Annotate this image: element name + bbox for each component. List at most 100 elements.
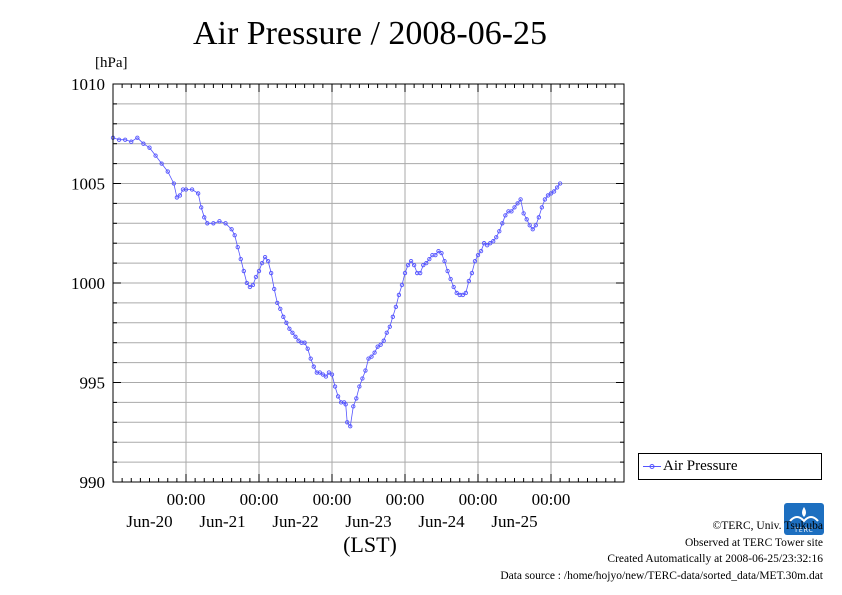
data-point [369, 354, 374, 359]
data-point [238, 256, 243, 262]
legend-marker-icon [643, 464, 661, 469]
data-point [393, 304, 399, 310]
data-point [381, 338, 386, 343]
data-point [436, 249, 441, 254]
data-point [323, 374, 329, 379]
terc-logo: TERC [784, 503, 824, 535]
x-tick-time-label: 00:00 [459, 490, 498, 509]
data-point [494, 235, 499, 240]
data-point [232, 233, 237, 238]
data-point [424, 260, 429, 266]
data-point [363, 368, 368, 373]
data-point [183, 187, 189, 192]
x-axis-label: (LST) [343, 532, 397, 557]
data-point [551, 189, 557, 194]
data-point [174, 195, 180, 200]
data-point [171, 181, 176, 186]
chart-title: Air Pressure / 2008-06-25 [192, 15, 548, 52]
data-point [253, 274, 259, 280]
data-point [475, 252, 481, 258]
data-point [211, 221, 216, 226]
x-tick-time-label: 00:00 [386, 490, 425, 509]
created-text: Created Automatically at 2008-06-25/23:3… [607, 553, 823, 565]
y-tick-label: 1005 [71, 175, 105, 194]
axes [112, 83, 625, 483]
data-point [418, 270, 423, 276]
footer: ©TERC, Univ. Tsukuba Observed at TERC To… [500, 518, 823, 584]
data-point [478, 249, 484, 254]
data-point [317, 370, 322, 375]
x-tick-date-label: Jun-22 [272, 512, 318, 531]
data-point [500, 221, 505, 226]
terc-logo-icon [784, 503, 824, 535]
series-air-pressure [110, 135, 563, 429]
data-point [396, 292, 402, 298]
x-tick-date-label: Jun-20 [126, 512, 172, 531]
data-point [259, 260, 265, 266]
data-point [129, 139, 134, 144]
data-point [536, 215, 541, 220]
data-point [527, 223, 532, 228]
data-point [141, 141, 146, 146]
data-point [472, 258, 478, 264]
data-point [205, 221, 210, 226]
data-point [466, 278, 472, 284]
data-point [250, 282, 256, 288]
data-point [469, 270, 475, 276]
y-tick-label: 1000 [71, 274, 105, 293]
data-point [384, 330, 389, 335]
data-point [484, 243, 490, 248]
data-point [345, 420, 350, 425]
y-axis-unit-label: [hPa] [95, 55, 128, 71]
data-point [542, 197, 548, 202]
x-tick-date-label: Jun-23 [345, 512, 391, 531]
data-point [448, 276, 453, 282]
y-tick-label: 995 [80, 374, 106, 393]
data-point [460, 292, 465, 298]
data-point [557, 181, 563, 186]
x-tick-time-label: 00:00 [532, 490, 571, 509]
data-point [512, 205, 517, 210]
data-point [554, 185, 560, 190]
data-point [509, 209, 514, 214]
data-point [402, 270, 408, 276]
data-point [262, 254, 268, 260]
data-point [335, 394, 341, 399]
data-point [265, 258, 271, 264]
data-point [390, 314, 395, 319]
data-point [247, 284, 253, 290]
data-point [399, 282, 405, 288]
y-tick-label: 1010 [71, 75, 105, 94]
data-point [217, 219, 222, 224]
data-point [463, 290, 468, 296]
data-point [421, 262, 426, 268]
data-point [539, 205, 545, 210]
data-point [360, 376, 365, 381]
data-point [153, 153, 158, 158]
data-point [296, 338, 301, 343]
data-point [123, 137, 128, 142]
data-point [442, 258, 447, 264]
x-tick-date-label: Jun-24 [418, 512, 465, 531]
data-point [357, 384, 362, 389]
data-point [548, 191, 554, 196]
data-point [235, 245, 240, 250]
x-tick-time-label: 00:00 [167, 490, 206, 509]
data-point [354, 396, 359, 401]
data-point [293, 334, 298, 339]
gridlines [113, 84, 624, 482]
data-point [302, 340, 307, 345]
data-point [305, 346, 310, 351]
data-point [433, 252, 438, 258]
data-point [503, 213, 508, 218]
data-point [159, 161, 164, 166]
data-point [311, 364, 316, 369]
data-point [387, 324, 392, 329]
data-point [524, 217, 529, 222]
data-point [515, 201, 520, 206]
x-tick-time-label: 00:00 [313, 490, 352, 509]
data-point [427, 256, 432, 262]
data-point [439, 250, 444, 256]
data-point [244, 280, 249, 286]
